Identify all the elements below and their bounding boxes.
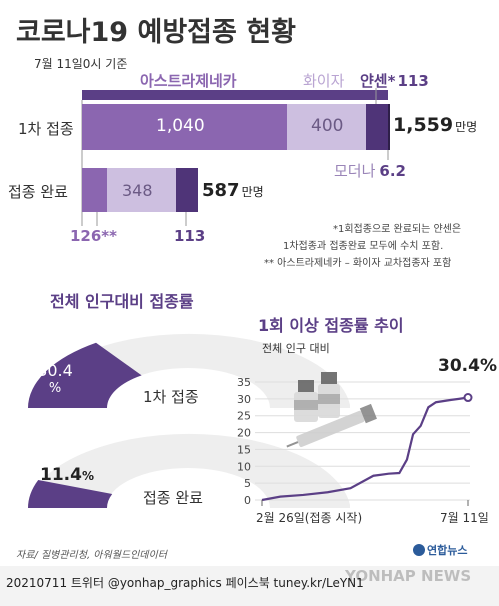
footer-band — [0, 566, 499, 606]
header-bar — [82, 90, 388, 100]
legend-janssen-label: 얀센* — [360, 72, 396, 90]
row1-label: 1차 접종 — [18, 120, 74, 138]
source-note: 자료/ 질병관리청, 아워월드인데이터 — [16, 550, 167, 561]
logo-text: 연합뉴스 — [427, 544, 468, 557]
y-tick-label: 5 — [244, 477, 251, 490]
row1-total-unit: 만명 — [455, 120, 478, 134]
bar-row2-janssen — [176, 168, 198, 212]
gauge-2-number: 11.4 — [40, 465, 82, 485]
footer-credit: 20210711 트위터 @yonhap_graphics 페이스북 tuney… — [6, 576, 364, 590]
gauge-1-value: 30.4 % — [35, 362, 75, 398]
note-2: 1차접종과 접종완료 모두에 수치 포함. — [283, 241, 444, 252]
publisher-logo: 연합뉴스 — [413, 542, 467, 558]
x-end-label: 7월 11일 — [440, 511, 489, 525]
y-tick-label: 20 — [237, 427, 251, 440]
bar-row1-janssen — [366, 104, 388, 150]
gauge-section-title: 전체 인구대비 접종률 — [50, 292, 194, 311]
gauge-1-unit: % — [48, 381, 62, 396]
row1-total: 1,559 만명 — [393, 114, 477, 136]
line-chart-end-value: 30.4% — [438, 356, 497, 376]
y-tick-label: 25 — [237, 410, 251, 423]
gauge-2-value: 11.4% — [40, 465, 94, 485]
row2-total-unit: 만명 — [241, 185, 264, 199]
legend-pfizer: 화이자 — [303, 72, 345, 90]
moderna-label: 모더나 — [334, 162, 376, 180]
bar-row2-pfizer — [107, 168, 176, 212]
bar-row1-pfizer — [287, 104, 366, 150]
y-tick-label: 15 — [237, 443, 251, 456]
end-point-marker — [463, 393, 473, 403]
page-title: 코로나19 예방접종 현황 — [16, 17, 296, 48]
line-chart-title: 1회 이상 접종률 추이 — [258, 316, 404, 335]
note-3: ** 아스트라제네카 – 화이자 교차접종자 포함 — [264, 258, 452, 269]
bar-row1-moderna — [388, 104, 390, 150]
row2-total-value: 587 — [202, 180, 240, 201]
gauge-2-label: 접종 완료 — [143, 489, 203, 507]
gauge-1-fill — [28, 342, 142, 408]
row1-az-value: 1,040 — [156, 116, 205, 136]
series-line — [261, 396, 469, 502]
row2-total: 587 만명 — [202, 180, 264, 201]
y-tick-label: 30 — [237, 393, 251, 406]
line-chart: 0 5 10 15 20 25 30 35 — [237, 376, 473, 507]
gauge-1-number: 30.4 — [37, 361, 73, 380]
gauge-1-label: 1차 접종 — [143, 388, 199, 406]
date-note: 7월 11일0시 기준 — [34, 57, 128, 71]
y-tick-label: 10 — [237, 460, 251, 473]
y-tick-label: 0 — [244, 494, 251, 507]
x-start-label: 2월 26일(접종 시작) — [256, 511, 363, 525]
bar-row2-az — [82, 168, 107, 212]
legend-az: 아스트라제네카 — [140, 72, 237, 90]
row2-pfizer-value: 348 — [122, 181, 153, 200]
row1-total-value: 1,559 — [393, 114, 454, 136]
row2-janssen-value: 113 — [174, 227, 206, 245]
moderna-value: 6.2 — [379, 162, 406, 180]
note-1: *1회접종으로 완료되는 얀센은 — [333, 224, 462, 235]
row2-label: 접종 완료 — [8, 183, 68, 201]
legend-janssen: 얀센* 113 — [360, 70, 429, 91]
legend-janssen-value: 113 — [397, 72, 429, 90]
watermark: YONHAP NEWS — [345, 567, 472, 585]
logo-icon — [413, 544, 425, 556]
vaccine-vials-illustration — [286, 372, 377, 448]
line-chart-ylabel: 전체 인구 대비 — [262, 342, 330, 355]
row2-az-value: 126** — [70, 227, 117, 245]
gauge-2-fill — [28, 479, 113, 508]
bar-row1-az — [82, 104, 287, 150]
moderna-annotation: 모더나 6.2 — [334, 160, 406, 181]
row1-pfizer-value: 400 — [311, 116, 344, 136]
y-tick-label: 35 — [237, 376, 251, 389]
gauge-2-background — [28, 433, 350, 508]
gauge-2-unit: % — [81, 469, 94, 483]
